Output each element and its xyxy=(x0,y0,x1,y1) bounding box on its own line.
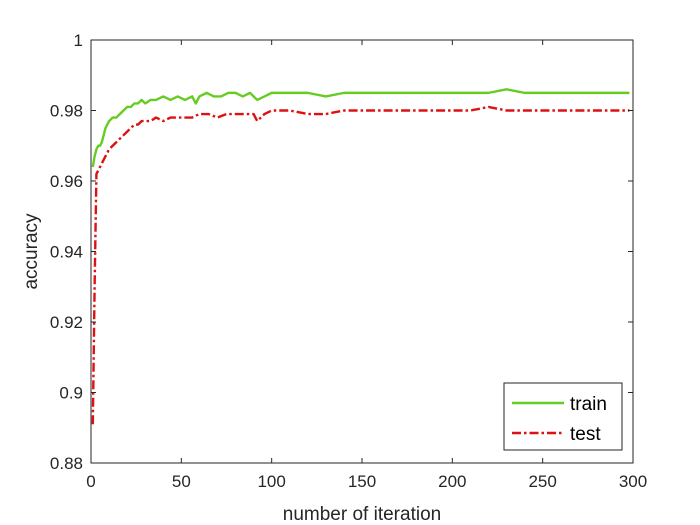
y-tick-label: 0.88 xyxy=(50,454,83,473)
legend: train test xyxy=(503,382,623,451)
legend-label-train: train xyxy=(570,394,607,415)
x-tick-label: 150 xyxy=(348,472,376,491)
series-layer xyxy=(91,88,630,425)
legend-label-test: test xyxy=(570,424,601,445)
legend-box xyxy=(503,382,623,451)
x-tick-label: 200 xyxy=(438,472,466,491)
y-tick-label: 0.96 xyxy=(50,172,83,191)
y-tick-label: 0.92 xyxy=(50,313,83,332)
y-tick-label: 1 xyxy=(74,31,83,50)
series-line-train xyxy=(91,88,630,168)
x-tick-label: 300 xyxy=(619,472,647,491)
x-axis-label: number of iteration xyxy=(283,504,441,525)
x-tick-label: 250 xyxy=(528,472,556,491)
y-tick-label: 0.98 xyxy=(50,102,83,121)
series-line-test xyxy=(91,105,630,425)
x-tick-label: 0 xyxy=(86,472,95,491)
y-axis-label: accuracy xyxy=(21,213,42,290)
y-tick-label: 0.94 xyxy=(50,243,83,262)
y-tick-label: 0.9 xyxy=(59,384,83,403)
x-tick-label: 50 xyxy=(172,472,191,491)
tick-layer: 0 50 100 150 200 250 300 0.88 0.9 0.92 0.94 0.96 0.9… xyxy=(50,31,647,491)
x-tick-label: 100 xyxy=(257,472,285,491)
